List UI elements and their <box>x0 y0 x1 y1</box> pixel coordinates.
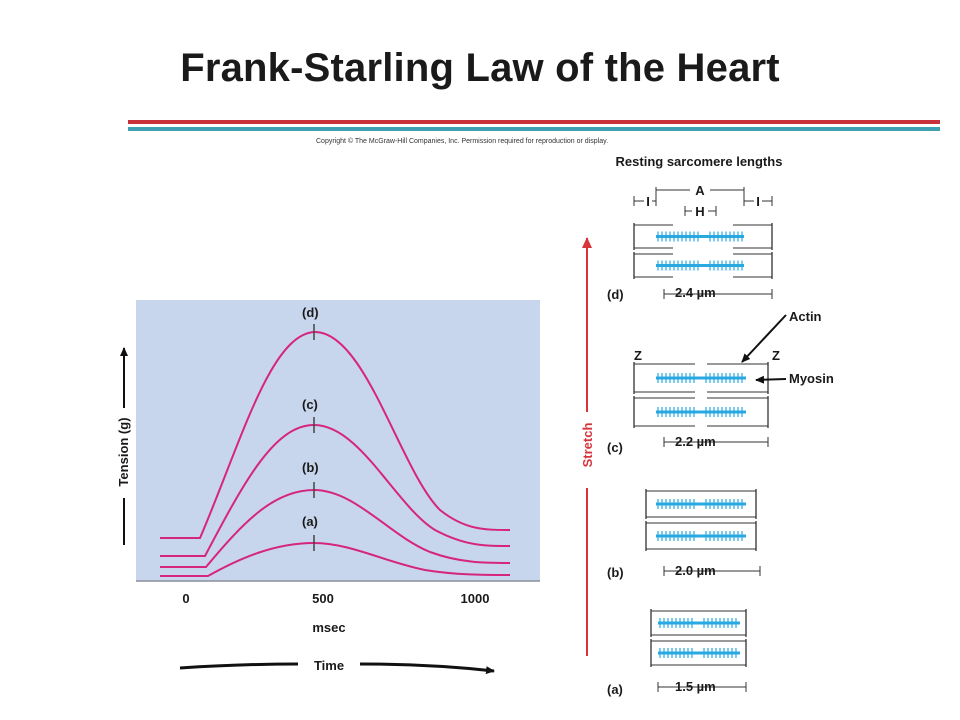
curve-label-b: (b) <box>302 460 319 475</box>
curve-d <box>160 330 511 539</box>
myosin-label: Myosin <box>789 371 834 386</box>
curve-c <box>160 423 511 557</box>
curve-label-a: (a) <box>302 514 318 529</box>
y-axis-label: Tension (g) <box>116 417 131 486</box>
x-tick-0: 0 <box>182 591 189 606</box>
time-arrow-right <box>359 662 495 675</box>
z-line-right-label: Z <box>772 348 780 363</box>
x-axis-label: msec <box>312 620 345 635</box>
sarcomere-tag-d: (d) <box>607 287 624 302</box>
i-band-right-label: I <box>756 194 760 209</box>
stretch-label: Stretch <box>580 423 595 468</box>
sarcomere-length-a: 1.5 µm <box>675 679 716 694</box>
sarcomere-length-c: 2.2 µm <box>675 434 716 449</box>
copyright-notice: Copyright © The McGraw-Hill Companies, I… <box>316 138 609 145</box>
sarcomere-tag-a: (a) <box>607 682 623 697</box>
a-band-label: A <box>695 183 705 198</box>
curve-label-d: (d) <box>302 305 319 320</box>
sarcomere-heading: Resting sarcomere lengths <box>616 154 783 169</box>
time-label: Time <box>314 658 344 673</box>
myosin-filament-b <box>656 502 746 506</box>
sarcomere-diagrams <box>633 223 773 692</box>
curve-b <box>160 488 511 568</box>
h-zone-label: H <box>695 204 704 219</box>
sarcomere-length-b: 2.0 µm <box>675 563 716 578</box>
myosin-filament-d <box>656 264 744 267</box>
i-band-left-label: I <box>646 194 650 209</box>
myosin-filament-b <box>656 534 746 538</box>
band-labels <box>633 187 773 216</box>
page-title: Frank-Starling Law of the Heart <box>180 46 780 90</box>
curve-label-c: (c) <box>302 397 318 412</box>
curve-a <box>160 541 511 577</box>
actin-pointer <box>741 314 787 363</box>
x-tick-500: 500 <box>312 591 334 606</box>
x-tick-1000: 1000 <box>461 591 490 606</box>
z-line-left-label: Z <box>634 348 642 363</box>
sarcomere-tag-b: (b) <box>607 565 624 580</box>
myosin-filament-d <box>656 235 744 238</box>
actin-label: Actin <box>789 309 822 324</box>
sarcomere-length-d: 2.4 µm <box>675 285 716 300</box>
time-arrow-left <box>179 662 299 670</box>
tension-graph: (d) (c) (b) (a) 0 500 1000 msec Tension … <box>116 300 540 675</box>
myosin-filament-c <box>656 410 746 414</box>
myosin-filament-c <box>656 376 746 380</box>
stretch-arrow: Stretch <box>580 237 595 656</box>
myosin-filament-a <box>658 651 740 655</box>
plot-background <box>136 300 540 581</box>
sarcomere-tag-c: (c) <box>607 440 623 455</box>
title-rule-teal <box>128 127 940 131</box>
myosin-filament-a <box>658 621 740 625</box>
myosin-pointer <box>755 375 787 384</box>
title-rule-red <box>128 120 940 124</box>
